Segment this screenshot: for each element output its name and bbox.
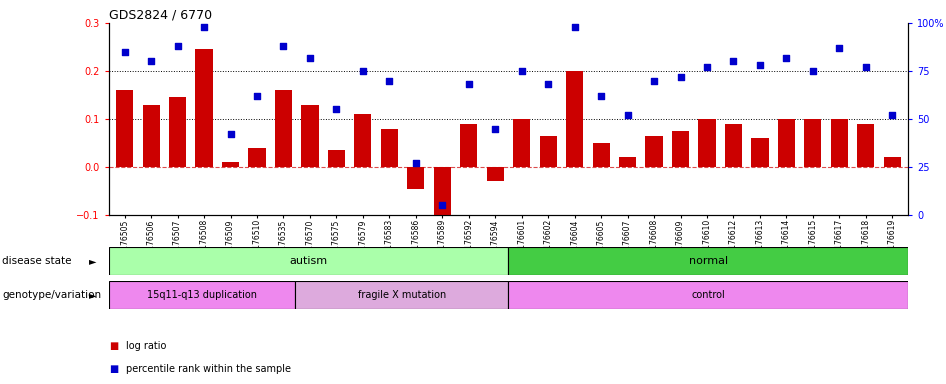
Bar [884,157,901,167]
Text: GDS2824 / 6770: GDS2824 / 6770 [109,9,212,22]
Point [197,24,212,30]
Point [779,55,794,61]
Point [435,202,450,209]
Point [540,81,555,88]
Text: control: control [692,290,726,300]
Bar [831,119,848,167]
Bar [486,167,504,182]
Bar [539,136,557,167]
Point [329,106,344,113]
Point [144,58,159,65]
Bar [275,90,292,167]
Bar [672,131,689,167]
Text: ■: ■ [109,364,118,374]
Bar [407,167,425,189]
Point [593,93,608,99]
Bar [857,124,874,167]
Bar [592,143,610,167]
Point [858,64,873,70]
Point [356,68,371,74]
Bar [751,138,768,167]
Bar [109,247,509,275]
Bar [725,124,742,167]
Bar [355,114,372,167]
Text: ►: ► [89,290,96,300]
Bar [460,124,478,167]
Bar [804,119,821,167]
Bar [222,162,239,167]
Point [646,78,661,84]
Point [276,43,291,49]
Bar [143,104,160,167]
Bar [778,119,795,167]
Point [250,93,265,99]
Bar [566,71,584,167]
Text: ►: ► [89,256,96,266]
Text: disease state: disease state [2,256,71,266]
Point [462,81,477,88]
Text: fragile X mutation: fragile X mutation [358,290,446,300]
Point [223,131,238,137]
Text: percentile rank within the sample: percentile rank within the sample [126,364,290,374]
Bar [116,90,133,167]
Text: genotype/variation: genotype/variation [2,290,101,300]
Point [752,62,767,68]
Point [170,43,185,49]
Point [409,160,424,166]
Point [514,68,529,74]
Point [885,112,900,118]
Bar [302,104,319,167]
Bar [513,119,531,167]
Bar [169,98,186,167]
Point [382,78,397,84]
Bar [698,119,715,167]
Point [673,74,688,80]
Bar [509,247,908,275]
Bar [295,281,509,309]
Text: log ratio: log ratio [126,341,166,351]
Bar [433,167,451,230]
Point [832,45,847,51]
Point [699,64,714,70]
Point [117,49,132,55]
Bar [328,150,345,167]
Text: autism: autism [289,256,327,266]
Point [567,24,582,30]
Bar [196,50,213,167]
Bar [619,157,637,167]
Text: ■: ■ [109,341,118,351]
Bar [249,148,266,167]
Point [726,58,741,65]
Point [620,112,635,118]
Bar [380,129,398,167]
Bar [645,136,662,167]
Point [303,55,318,61]
Bar [509,281,908,309]
Point [488,126,503,132]
Text: 15q11-q13 duplication: 15q11-q13 duplication [147,290,257,300]
Text: normal: normal [689,256,727,266]
Point [805,68,820,74]
Bar [109,281,295,309]
